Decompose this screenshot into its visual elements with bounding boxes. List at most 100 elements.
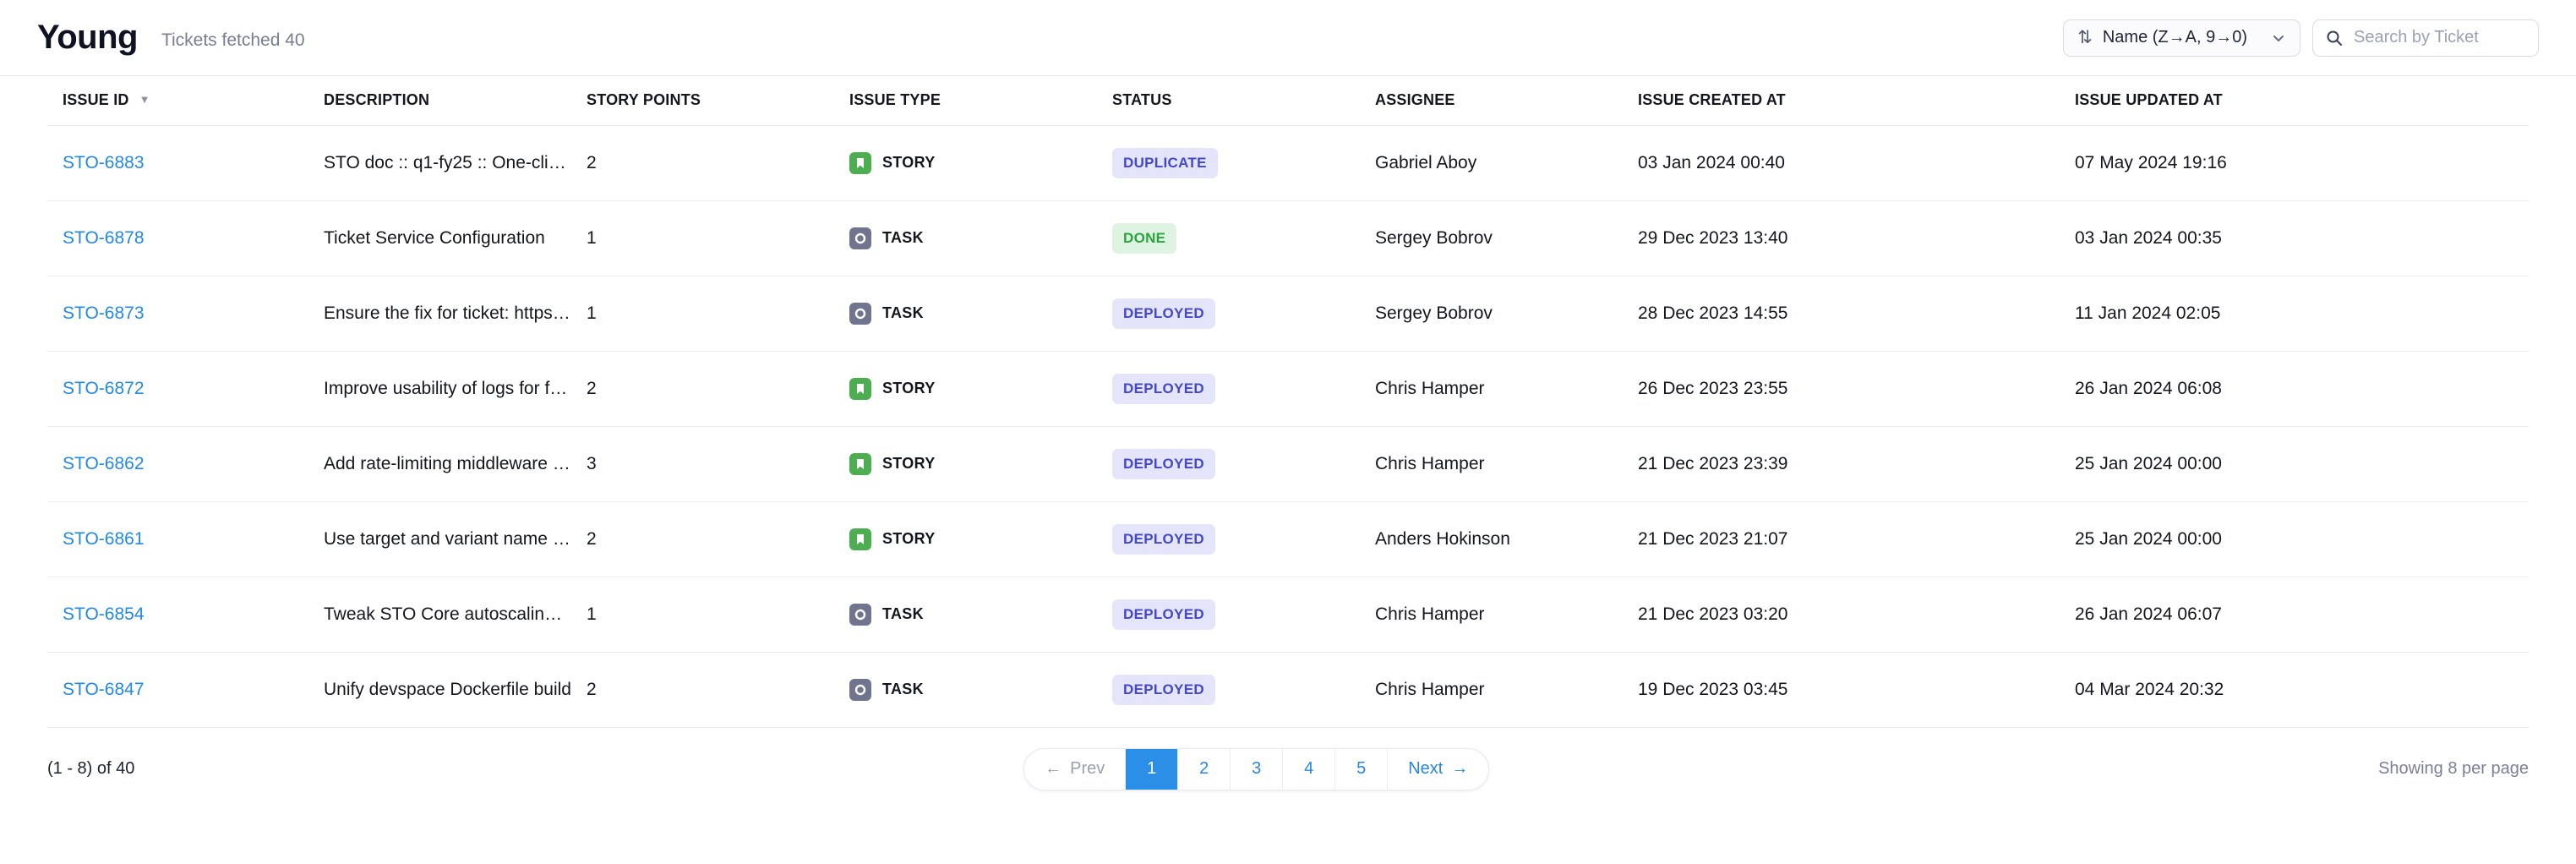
issue-link[interactable]: STO-6872 <box>63 378 145 398</box>
page-title: Young <box>37 19 138 56</box>
issue-type-label: STORY <box>882 455 936 472</box>
search-icon <box>2325 29 2344 47</box>
cell-issue-created-at: 29 Dec 2023 13:40 <box>1623 200 2060 276</box>
cell-issue-updated-at: 07 May 2024 19:16 <box>2060 125 2529 201</box>
cell-issue-updated-at: 04 Mar 2024 20:32 <box>2060 652 2529 728</box>
cell-assignee: Gabriel Aboy <box>1360 125 1623 201</box>
cell-assignee: Anders Hokinson <box>1360 501 1623 577</box>
cell-story-points: 2 <box>571 501 834 577</box>
story-icon <box>849 452 871 475</box>
issue-type-label: TASK <box>882 304 924 321</box>
cell-issue-updated-at: 26 Jan 2024 06:07 <box>2060 577 2529 653</box>
cell-issue-updated-at: 25 Jan 2024 00:00 <box>2060 426 2529 502</box>
next-label: Next <box>1408 759 1444 778</box>
cell-description: Improve usability of logs for failur... <box>308 351 571 427</box>
cell-issue-type: TASK <box>834 652 1097 728</box>
issue-link[interactable]: STO-6883 <box>63 152 145 172</box>
cell-issue-updated-at: 11 Jan 2024 02:05 <box>2060 276 2529 352</box>
issue-link[interactable]: STO-6873 <box>63 303 145 323</box>
column-header-status[interactable]: STATUS <box>1097 76 1360 126</box>
table-row: STO-6861 Use target and variant name sear… <box>47 501 2529 577</box>
cell-issue-created-at: 28 Dec 2023 14:55 <box>1623 276 2060 352</box>
column-header-issue-updated-at[interactable]: ISSUE UPDATED AT <box>2060 76 2529 126</box>
cell-issue-id: STO-6861 <box>47 501 308 577</box>
table-row: STO-6847 Unify devspace Dockerfile build 2… <box>47 652 2529 728</box>
issue-type: TASK <box>849 603 1097 626</box>
cell-status: DONE <box>1097 200 1360 276</box>
task-icon <box>849 678 871 701</box>
cell-issue-type: STORY <box>834 125 1097 201</box>
issue-type-label: STORY <box>882 530 936 547</box>
cell-issue-created-at: 21 Dec 2023 23:39 <box>1623 426 2060 502</box>
issue-link[interactable]: STO-6854 <box>63 604 145 624</box>
issue-link[interactable]: STO-6847 <box>63 679 145 699</box>
column-header-description[interactable]: DESCRIPTION <box>308 76 571 126</box>
page-button-2[interactable]: 2 <box>1178 748 1231 790</box>
cell-issue-created-at: 03 Jan 2024 00:40 <box>1623 125 2060 201</box>
cell-story-points: 2 <box>571 125 834 201</box>
issue-link[interactable]: STO-6878 <box>63 227 145 248</box>
column-header-issue-id[interactable]: ISSUE ID ▼ <box>47 76 308 126</box>
sort-desc-icon: ▼ <box>139 93 150 107</box>
issue-type-label: STORY <box>882 380 936 396</box>
issue-type: STORY <box>849 151 1097 174</box>
story-icon <box>849 377 871 400</box>
page-button-4[interactable]: 4 <box>1283 748 1336 790</box>
story-icon <box>849 151 871 174</box>
cell-issue-created-at: 21 Dec 2023 03:20 <box>1623 577 2060 653</box>
top-bar: Young Tickets fetched 40 ⇅ Name (Z→A, 9→… <box>0 0 2576 76</box>
column-header-story-points[interactable]: STORY POINTS <box>571 76 834 126</box>
table-row: STO-6862 Add rate-limiting middleware to … <box>47 426 2529 502</box>
cell-assignee: Chris Hamper <box>1360 652 1623 728</box>
table-header-row: ISSUE ID ▼ DESCRIPTION STORY POINTS ISSUE TY… <box>47 76 2529 126</box>
table-row: STO-6854 Tweak STO Core autoscaling par..… <box>47 577 2529 653</box>
cell-issue-id: STO-6872 <box>47 351 308 427</box>
pager-zone: ← Prev 1 2 3 4 5 Next → <box>134 747 2378 790</box>
page-button-3[interactable]: 3 <box>1231 748 1284 790</box>
prev-page-button[interactable]: ← Prev <box>1024 748 1127 790</box>
cell-description: STO doc :: q1-fy25 :: One-click e... <box>308 125 571 201</box>
issue-type: STORY <box>849 452 1097 475</box>
page-button-1[interactable]: 1 <box>1126 748 1179 790</box>
cell-issue-id: STO-6854 <box>47 577 308 653</box>
table-row: STO-6872 Improve usability of logs for fa… <box>47 351 2529 427</box>
sort-dropdown[interactable]: ⇅ Name (Z→A, 9→0) <box>2063 19 2300 57</box>
issue-type: STORY <box>849 528 1097 550</box>
cell-description: Add rate-limiting middleware to S... <box>308 426 571 502</box>
column-header-assignee[interactable]: ASSIGNEE <box>1360 76 1623 126</box>
search-box[interactable] <box>2312 19 2539 57</box>
cell-issue-updated-at: 25 Jan 2024 00:00 <box>2060 501 2529 577</box>
search-input[interactable] <box>2354 28 2526 47</box>
cell-issue-type: STORY <box>834 351 1097 427</box>
column-header-issue-created-at[interactable]: ISSUE CREATED AT <box>1623 76 2060 126</box>
cell-story-points: 3 <box>571 426 834 502</box>
sort-dropdown-label: Name (Z→A, 9→0) <box>2102 28 2247 46</box>
page-button-5[interactable]: 5 <box>1335 748 1389 790</box>
cell-story-points: 2 <box>571 652 834 728</box>
cell-assignee: Chris Hamper <box>1360 577 1623 653</box>
cell-assignee: Chris Hamper <box>1360 426 1623 502</box>
next-page-button[interactable]: Next → <box>1388 749 1488 790</box>
task-icon <box>849 302 871 325</box>
cell-issue-type: TASK <box>834 577 1097 653</box>
table-body: STO-6883 STO doc :: q1-fy25 :: One-click … <box>47 125 2529 728</box>
issue-type-label: TASK <box>882 229 924 246</box>
cell-status: DUPLICATE <box>1097 125 1360 201</box>
cell-issue-type: TASK <box>834 200 1097 276</box>
issue-type: TASK <box>849 678 1097 701</box>
column-header-issue-type[interactable]: ISSUE TYPE <box>834 76 1097 126</box>
cell-assignee: Sergey Bobrov <box>1360 200 1623 276</box>
chevron-down-icon <box>2271 30 2286 46</box>
pagination-bar: (1 - 8) of 40 ← Prev 1 2 3 4 5 Next → Showing 8 … <box>0 745 2576 794</box>
status-badge: DUPLICATE <box>1112 147 1218 178</box>
table-row: STO-6883 STO doc :: q1-fy25 :: One-click … <box>47 125 2529 201</box>
cell-description: Ticket Service Configuration <box>308 200 571 276</box>
issue-type: STORY <box>849 377 1097 400</box>
cell-status: DEPLOYED <box>1097 351 1360 427</box>
cell-status: DEPLOYED <box>1097 501 1360 577</box>
cell-issue-type: TASK <box>834 276 1097 352</box>
issue-link[interactable]: STO-6862 <box>63 453 145 473</box>
tickets-table: ISSUE ID ▼ DESCRIPTION STORY POINTS ISSUE TY… <box>47 76 2529 728</box>
issue-link[interactable]: STO-6861 <box>63 528 145 549</box>
cell-status: DEPLOYED <box>1097 652 1360 728</box>
